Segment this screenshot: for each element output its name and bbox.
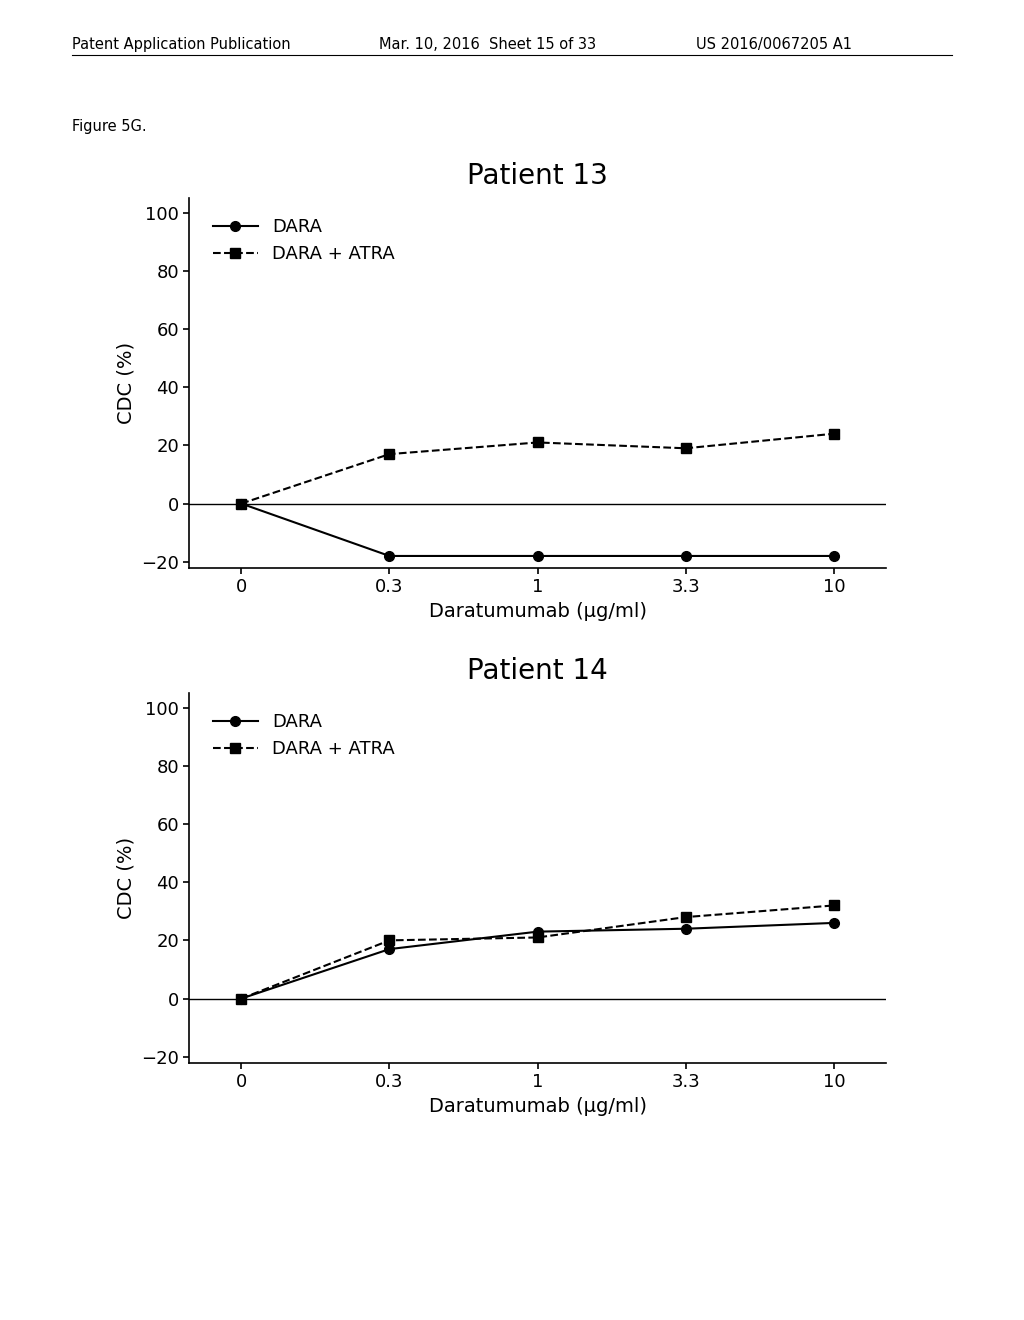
Y-axis label: CDC (%): CDC (%) [117, 837, 135, 919]
DARA [827, 548, 840, 564]
DARA + ATRA [531, 434, 544, 450]
DARA + ATRA [680, 441, 692, 457]
X-axis label: Daratumumab (μg/ml): Daratumumab (μg/ml) [429, 602, 646, 620]
DARA + ATRA [531, 929, 544, 945]
Line: DARA: DARA [237, 917, 839, 1003]
Text: Mar. 10, 2016  Sheet 15 of 33: Mar. 10, 2016 Sheet 15 of 33 [379, 37, 596, 51]
DARA [236, 990, 248, 1006]
Text: Figure 5G.: Figure 5G. [72, 119, 146, 133]
Line: DARA: DARA [237, 499, 839, 561]
Text: US 2016/0067205 A1: US 2016/0067205 A1 [696, 37, 852, 51]
DARA [827, 915, 840, 931]
DARA + ATRA [236, 495, 248, 511]
Line: DARA + ATRA: DARA + ATRA [237, 429, 839, 508]
DARA [383, 941, 395, 957]
Title: Patient 13: Patient 13 [467, 162, 608, 190]
DARA + ATRA [827, 426, 840, 442]
DARA [236, 495, 248, 511]
Legend: DARA, DARA + ATRA: DARA, DARA + ATRA [206, 706, 402, 766]
DARA [531, 924, 544, 940]
DARA [680, 921, 692, 937]
Line: DARA + ATRA: DARA + ATRA [237, 900, 839, 1003]
DARA [680, 548, 692, 564]
DARA [531, 548, 544, 564]
DARA + ATRA [680, 909, 692, 925]
DARA + ATRA [383, 932, 395, 948]
DARA + ATRA [236, 990, 248, 1006]
Legend: DARA, DARA + ATRA: DARA, DARA + ATRA [206, 211, 402, 271]
X-axis label: Daratumumab (μg/ml): Daratumumab (μg/ml) [429, 1097, 646, 1115]
Y-axis label: CDC (%): CDC (%) [117, 342, 135, 424]
DARA + ATRA [827, 898, 840, 913]
DARA [383, 548, 395, 564]
DARA + ATRA [383, 446, 395, 462]
Text: Patent Application Publication: Patent Application Publication [72, 37, 291, 51]
Title: Patient 14: Patient 14 [467, 657, 608, 685]
